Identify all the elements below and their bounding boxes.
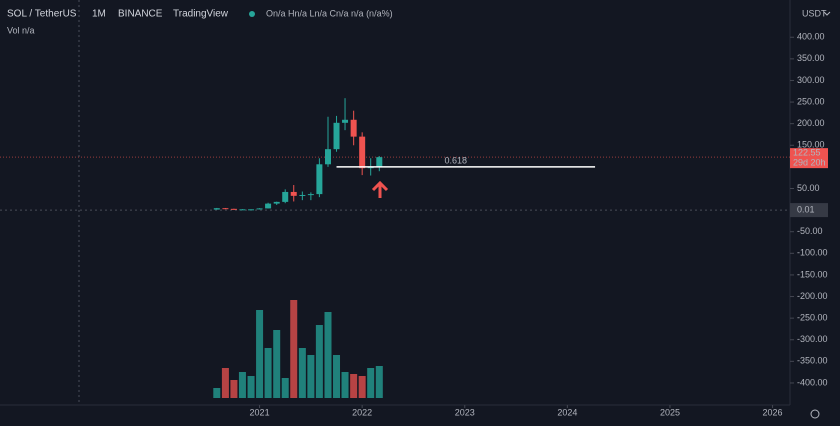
volume-bar	[307, 355, 315, 398]
y-tick-label: -200.00	[797, 291, 828, 301]
last-price-box	[790, 148, 828, 169]
exchange: BINANCE	[118, 9, 163, 20]
symbol: SOL / TetherUS	[7, 9, 77, 20]
volume-bar	[273, 330, 281, 398]
volume-bar	[298, 348, 306, 398]
crosshair-price-box	[790, 203, 828, 218]
volume-legend: Vol n/a	[7, 25, 35, 35]
volume-bar	[333, 355, 341, 398]
y-tick-label: -250.00	[797, 313, 828, 323]
y-tick-label: -50.00	[797, 226, 823, 236]
candle-body	[350, 119, 357, 137]
candle-body	[222, 208, 229, 210]
countdown-label: 29d 20h	[793, 158, 826, 168]
y-tick-label: 350.00	[797, 53, 825, 63]
volume-bar	[367, 368, 375, 398]
interval: 1M	[92, 9, 106, 20]
y-tick-label: -400.00	[797, 377, 828, 387]
volume-bar	[247, 376, 255, 398]
x-tick-label: 2024	[557, 407, 577, 417]
status-dot	[249, 11, 255, 17]
volume-bar	[238, 372, 246, 398]
volume-bar	[221, 368, 229, 398]
volume-bar	[256, 310, 264, 398]
x-tick-label: 2025	[660, 407, 680, 417]
volume-bar	[341, 372, 349, 398]
x-tick-label: 2021	[250, 407, 270, 417]
ohlc-legend: On/a Hn/a Ln/a Cn/a n/a (n/a%)	[266, 8, 393, 18]
volume-bar	[375, 366, 383, 398]
currency[interactable]: USDT	[802, 8, 827, 18]
volume-bar	[230, 380, 238, 398]
settings-icon[interactable]	[810, 409, 820, 419]
candle-body	[290, 191, 297, 196]
fib-label: 0.618	[445, 155, 468, 165]
candle-body	[333, 122, 340, 150]
volume-bar	[290, 300, 298, 398]
candle-body	[342, 119, 349, 123]
candle-body	[359, 136, 366, 169]
candle-body	[307, 194, 314, 196]
y-tick-label: -300.00	[797, 334, 828, 344]
y-tick-label: 250.00	[797, 96, 825, 106]
last-price-label: 122.55	[793, 148, 821, 158]
candle-body	[256, 208, 263, 210]
volume-bar	[358, 376, 366, 398]
candle-body	[230, 208, 237, 210]
candle-body	[316, 164, 323, 195]
y-tick-label: 300.00	[797, 75, 825, 85]
candle-body	[265, 203, 272, 209]
arrow-annotation	[371, 180, 389, 198]
volume-bar	[264, 348, 272, 398]
candle-body	[248, 209, 255, 211]
volume-bar	[213, 388, 221, 398]
crosshair-price-label: 0.01	[797, 204, 815, 214]
x-tick-label: 2022	[352, 407, 372, 417]
y-tick-label: -150.00	[797, 269, 828, 279]
candle-body	[239, 209, 246, 211]
x-tick-label: 2026	[763, 407, 783, 417]
y-tick-label: 400.00	[797, 32, 825, 42]
volume-bar	[281, 378, 289, 398]
source: TradingView	[173, 9, 229, 20]
y-tick-label: -350.00	[797, 356, 828, 366]
y-tick-label: 50.00	[797, 183, 820, 193]
y-tick-label: 200.00	[797, 118, 825, 128]
candle-body	[273, 201, 280, 204]
candle-body	[376, 157, 383, 167]
volume-bar	[324, 312, 332, 398]
y-tick-label: -100.00	[797, 248, 828, 258]
volume-bar	[350, 374, 358, 398]
y-tick-label: 150.00	[797, 140, 825, 150]
candle-body	[213, 208, 220, 210]
volume-bar	[315, 325, 323, 398]
x-tick-label: 2023	[455, 407, 475, 417]
candle-body	[299, 194, 306, 196]
candle-body	[325, 149, 332, 165]
candle-body	[282, 191, 289, 202]
currency-dropdown[interactable]	[823, 11, 831, 16]
